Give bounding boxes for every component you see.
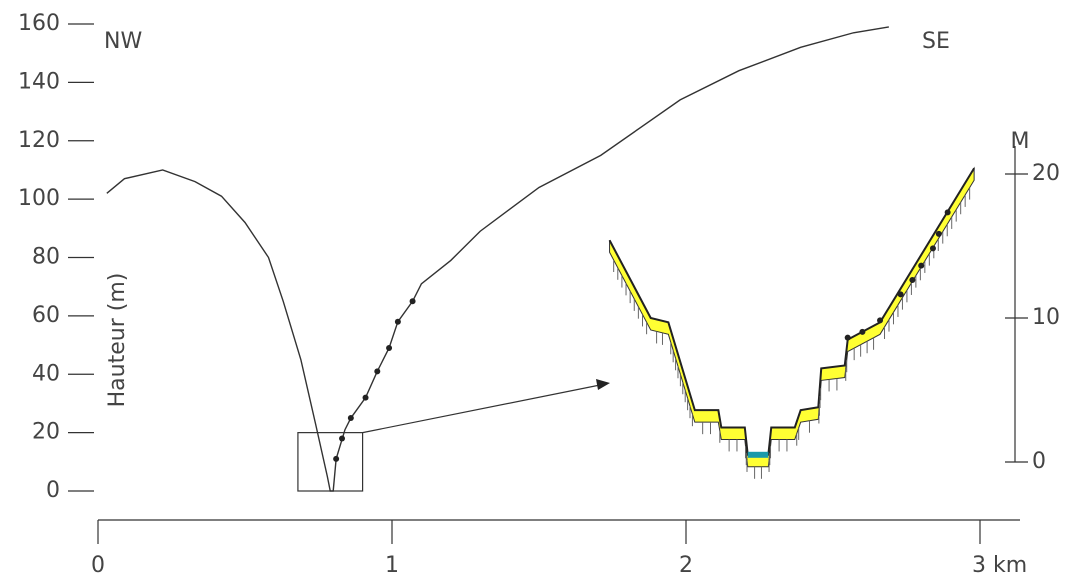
- x-tick-label: 1: [385, 553, 399, 578]
- se-label: SE: [922, 29, 950, 54]
- y-tick-label: 120: [18, 128, 60, 153]
- inset-marker: [930, 245, 936, 251]
- inset-marker: [909, 277, 915, 283]
- x-tick-label: 3 km: [972, 553, 1027, 578]
- profile-marker: [386, 345, 392, 351]
- profile-marker: [374, 368, 380, 374]
- inset-marker: [845, 335, 851, 341]
- water: [748, 452, 769, 458]
- y-tick-label: 0: [46, 478, 60, 503]
- y-tick-label: 20: [32, 420, 60, 445]
- y-tick-label: 100: [18, 186, 60, 211]
- inset-marker: [877, 317, 883, 323]
- profile-line: [107, 27, 889, 491]
- inset-layer: [610, 168, 975, 467]
- profile-marker: [348, 415, 354, 421]
- inset-marker: [936, 231, 942, 237]
- y-axis-label: Hauteur (m): [105, 273, 130, 408]
- x-tick-label: 2: [679, 553, 693, 578]
- profile-marker: [363, 395, 369, 401]
- zoom-arrow: [363, 385, 600, 433]
- y-tick-label: 40: [32, 361, 60, 386]
- inset-marker: [898, 291, 904, 297]
- y2-tick-label: 10: [1032, 305, 1060, 330]
- profile-marker: [339, 435, 345, 441]
- chart: NW SE Hauteur (m) M 02040608010012014016…: [0, 0, 1072, 580]
- inset-marker: [945, 209, 951, 215]
- y-tick-label: 80: [32, 245, 60, 270]
- y2-tick-label: 0: [1032, 449, 1046, 474]
- y-tick-label: 160: [18, 11, 60, 36]
- inset-marker: [859, 329, 865, 335]
- zoom-arrowhead: [596, 379, 610, 390]
- profile-marker: [410, 298, 416, 304]
- y2-axis-label: M: [1011, 129, 1030, 154]
- x-tick-label: 0: [91, 553, 105, 578]
- inset-surface: [610, 168, 975, 455]
- profile-marker: [333, 456, 339, 462]
- zoom-box: [298, 433, 363, 491]
- nw-label: NW: [104, 29, 142, 54]
- y-tick-label: 140: [18, 69, 60, 94]
- inset-marker: [918, 263, 924, 269]
- y-tick-label: 60: [32, 303, 60, 328]
- profile-marker: [395, 319, 401, 325]
- y2-tick-label: 20: [1032, 161, 1060, 186]
